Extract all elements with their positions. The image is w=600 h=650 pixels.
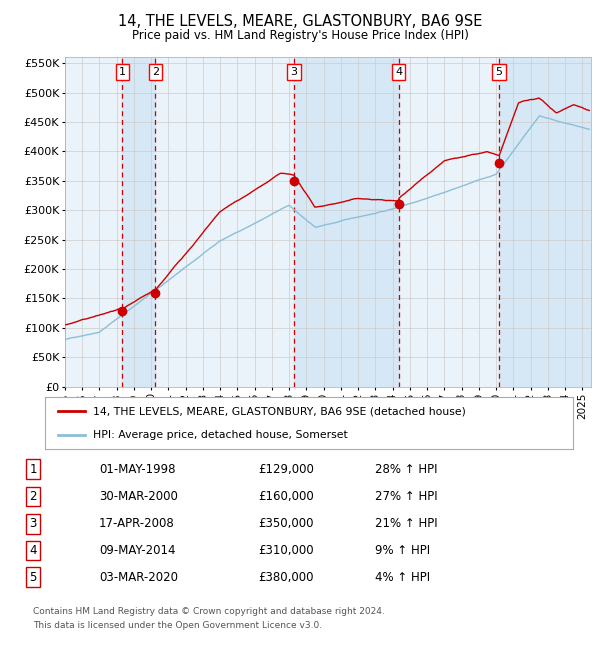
Text: Contains HM Land Registry data © Crown copyright and database right 2024.: Contains HM Land Registry data © Crown c… <box>33 607 385 616</box>
Text: 28% ↑ HPI: 28% ↑ HPI <box>375 463 437 476</box>
Text: 09-MAY-2014: 09-MAY-2014 <box>99 544 176 557</box>
Text: 4% ↑ HPI: 4% ↑ HPI <box>375 571 430 584</box>
Text: 30-MAR-2000: 30-MAR-2000 <box>99 490 178 503</box>
Text: 2: 2 <box>152 67 159 77</box>
Text: £129,000: £129,000 <box>258 463 314 476</box>
Text: 3: 3 <box>290 67 298 77</box>
Text: 17-APR-2008: 17-APR-2008 <box>99 517 175 530</box>
Text: 21% ↑ HPI: 21% ↑ HPI <box>375 517 437 530</box>
Text: 1: 1 <box>119 67 126 77</box>
Text: 4: 4 <box>395 67 403 77</box>
Text: £310,000: £310,000 <box>258 544 314 557</box>
Text: 3: 3 <box>29 517 37 530</box>
Text: Price paid vs. HM Land Registry's House Price Index (HPI): Price paid vs. HM Land Registry's House … <box>131 29 469 42</box>
Text: 9% ↑ HPI: 9% ↑ HPI <box>375 544 430 557</box>
Text: This data is licensed under the Open Government Licence v3.0.: This data is licensed under the Open Gov… <box>33 621 322 630</box>
Text: 4: 4 <box>29 544 37 557</box>
Text: 14, THE LEVELS, MEARE, GLASTONBURY, BA6 9SE: 14, THE LEVELS, MEARE, GLASTONBURY, BA6 … <box>118 14 482 29</box>
Text: 2: 2 <box>29 490 37 503</box>
Text: 5: 5 <box>496 67 503 77</box>
Text: HPI: Average price, detached house, Somerset: HPI: Average price, detached house, Some… <box>92 430 347 440</box>
Text: 14, THE LEVELS, MEARE, GLASTONBURY, BA6 9SE (detached house): 14, THE LEVELS, MEARE, GLASTONBURY, BA6 … <box>92 406 466 416</box>
Bar <box>122 57 155 387</box>
Text: £160,000: £160,000 <box>258 490 314 503</box>
Text: 27% ↑ HPI: 27% ↑ HPI <box>375 490 437 503</box>
Text: £380,000: £380,000 <box>258 571 314 584</box>
Text: 1: 1 <box>29 463 37 476</box>
Bar <box>294 57 399 387</box>
Text: 5: 5 <box>29 571 37 584</box>
Text: £350,000: £350,000 <box>258 517 314 530</box>
Text: 03-MAR-2020: 03-MAR-2020 <box>99 571 178 584</box>
Bar <box>499 57 591 387</box>
Text: 01-MAY-1998: 01-MAY-1998 <box>99 463 176 476</box>
